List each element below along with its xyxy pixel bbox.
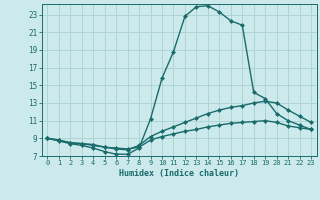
X-axis label: Humidex (Indice chaleur): Humidex (Indice chaleur) (119, 169, 239, 178)
